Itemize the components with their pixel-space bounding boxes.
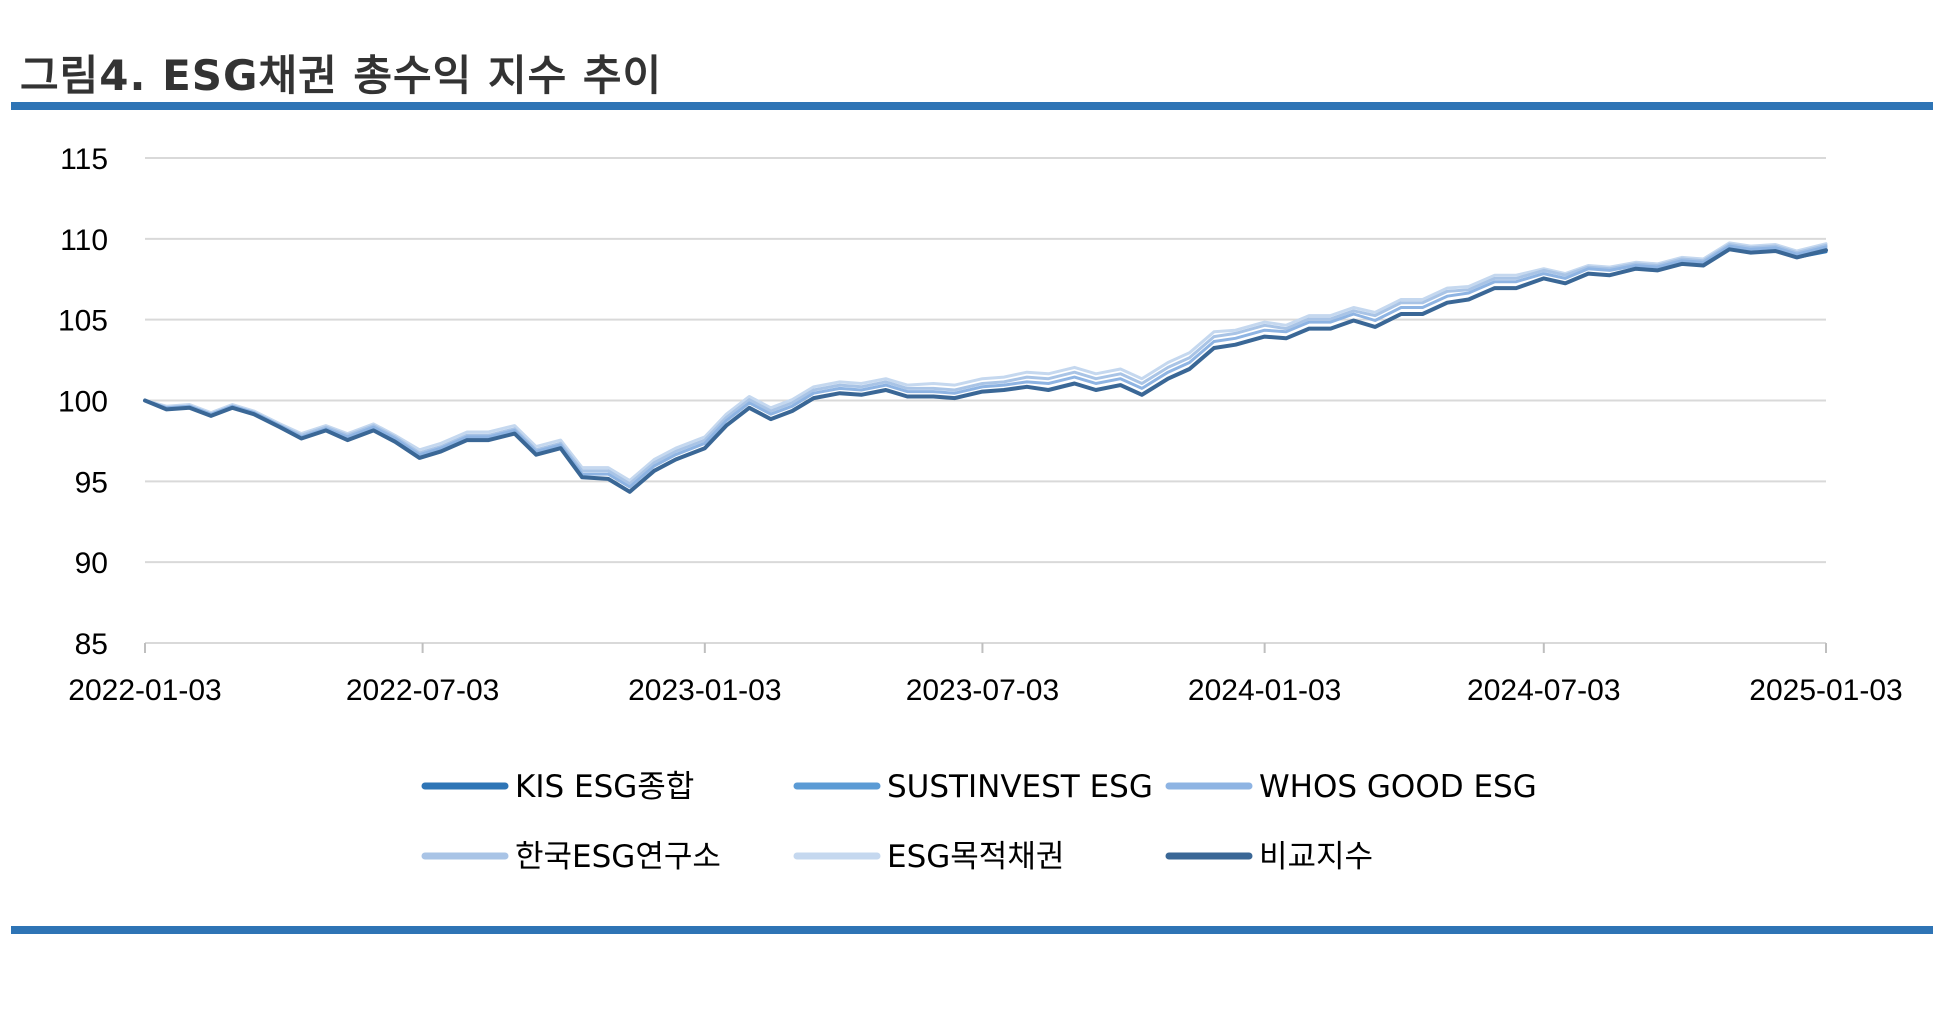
x-tick-label: 2024-07-03 <box>1467 674 1620 707</box>
x-tick-label: 2023-01-03 <box>628 674 781 707</box>
legend-label: WHOS GOOD ESG <box>1259 769 1537 805</box>
bottom-rule <box>11 926 1933 934</box>
series-line <box>143 247 1828 494</box>
legend-label: SUSTINVEST ESG <box>887 769 1153 805</box>
y-tick-label: 95 <box>75 466 108 499</box>
legend-label: 비교지수 <box>1259 839 1373 875</box>
y-tick-labels: 85 90 95 100 105 110 115 <box>58 143 108 661</box>
legend: KIS ESG종합 SUSTINVEST ESG WHOS GOOD ESG 한국ES… <box>421 769 1537 875</box>
x-tick-label: 2024-01-03 <box>1188 674 1341 707</box>
y-tick-label: 90 <box>75 547 108 580</box>
series-line <box>143 241 1828 482</box>
y-tick-label: 110 <box>60 224 108 257</box>
series-line <box>143 247 1828 494</box>
y-tick-label: 115 <box>60 143 108 176</box>
x-axis: 2022-01-03 2022-07-03 2023-01-03 2023-07-03… <box>68 642 1903 707</box>
y-tick-label: 85 <box>75 628 108 661</box>
top-rule <box>11 102 1933 110</box>
y-tick-label: 100 <box>58 386 108 419</box>
x-tick-label: 2025-01-03 <box>1749 674 1902 707</box>
series-line <box>143 247 1828 494</box>
legend-label: 한국ESG연구소 <box>515 839 721 875</box>
series-lines <box>143 241 1828 494</box>
y-tick-label: 105 <box>58 305 108 338</box>
gridlines <box>145 157 1826 564</box>
x-tick-label: 2022-07-03 <box>346 674 499 707</box>
series-line <box>143 244 1828 489</box>
x-tick-label: 2022-01-03 <box>68 674 221 707</box>
figure-title: 그림4. ESG채권 총수익 지수 추이 <box>20 51 663 100</box>
legend-label: ESG목적채권 <box>887 839 1064 875</box>
x-tick-label: 2023-07-03 <box>906 674 1059 707</box>
legend-label: KIS ESG종합 <box>515 769 694 805</box>
